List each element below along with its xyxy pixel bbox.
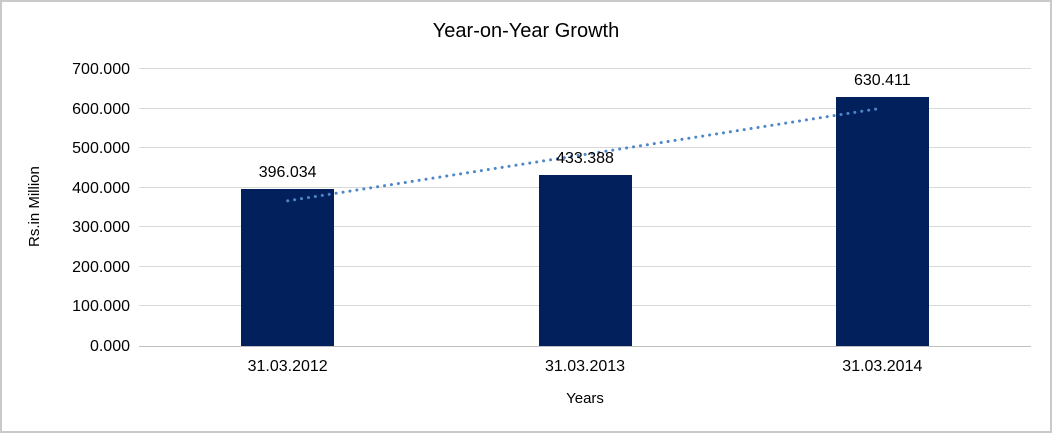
plot-area: 396.034 433.388 630.411 — [139, 68, 1031, 347]
bar — [241, 189, 335, 346]
y-tick-label: 300.000 — [72, 219, 130, 237]
bar — [835, 96, 929, 346]
data-label: 433.388 — [556, 149, 614, 167]
y-tick-label: 400.000 — [72, 179, 130, 197]
bar — [538, 174, 632, 346]
x-tick-label: 31.03.2014 — [842, 358, 923, 375]
y-tick-label: 200.000 — [72, 258, 130, 276]
data-label: 396.034 — [258, 164, 317, 182]
y-tick-label: 600.000 — [72, 100, 130, 118]
gridline — [139, 68, 1031, 69]
x-tick-label: 31.03.2012 — [247, 358, 328, 375]
data-label: 630.411 — [854, 71, 911, 89]
y-tick-label: 100.000 — [72, 298, 130, 316]
y-tick-label: 500.000 — [72, 140, 130, 158]
y-tick-label: 0.000 — [89, 338, 130, 355]
x-axis-title: Years — [566, 390, 604, 407]
x-tick-label: 31.03.2013 — [544, 358, 626, 375]
chart-title: Year-on-Year Growth — [432, 20, 620, 42]
y-tick-label: 700.000 — [72, 61, 130, 78]
